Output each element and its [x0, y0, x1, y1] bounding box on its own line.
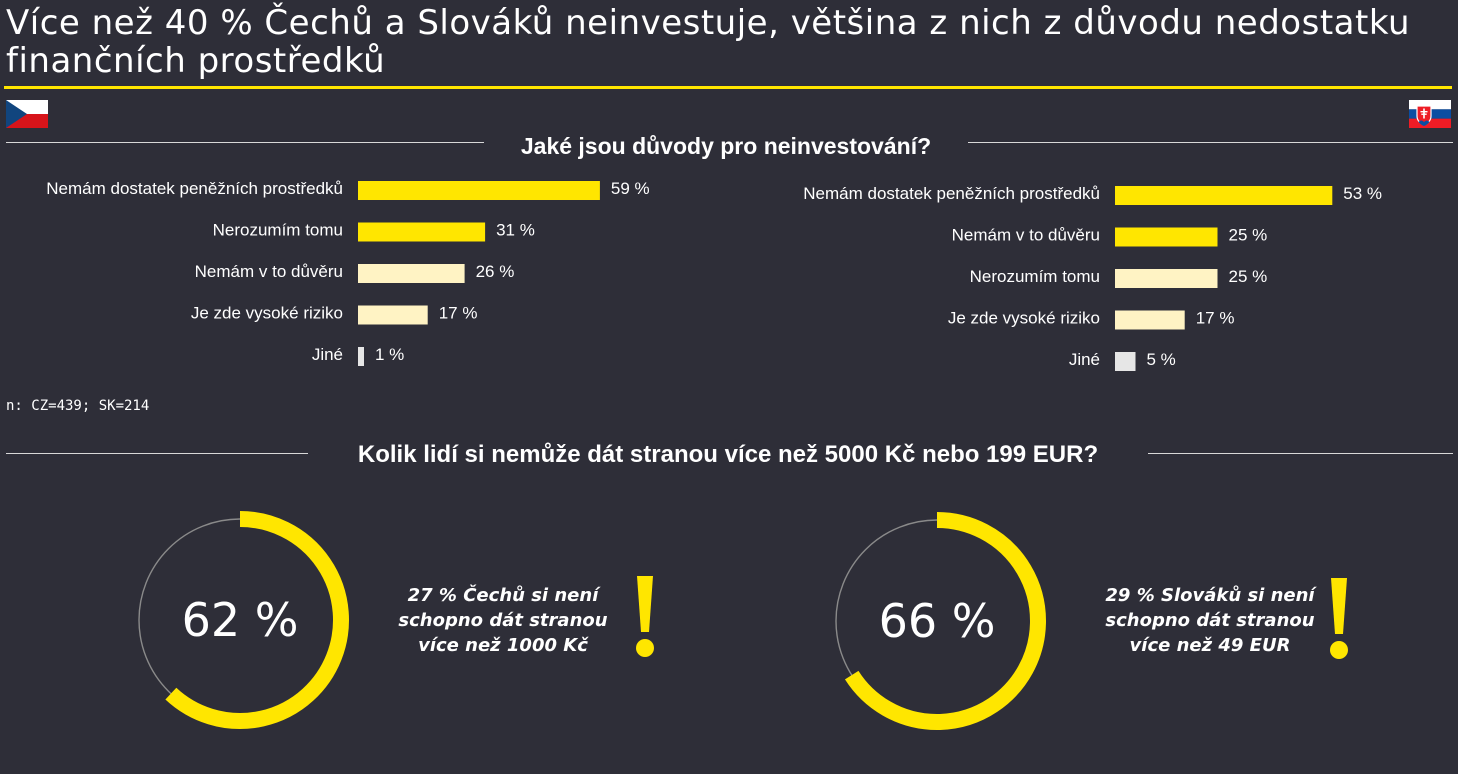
section1-rule-right [965, 142, 1453, 143]
title-underline [4, 86, 1452, 89]
bar-label: Nerozumím tomu [213, 221, 343, 240]
bar-label: Jiné [1069, 350, 1100, 369]
section2-rule-left [6, 453, 311, 454]
bar-label: Je zde vysoké riziko [948, 309, 1100, 328]
bar-value-label: 25 % [1229, 267, 1268, 286]
section1-rule-left [6, 142, 486, 143]
cz-donut-chart: 62 % [138, 511, 349, 729]
bar-label: Nemám dostatek peněžních prostředků [46, 179, 343, 198]
czech-flag-icon [6, 100, 48, 128]
bar [358, 264, 465, 283]
bar-label: Nemám v to důvěru [195, 262, 343, 281]
sample-size-note: n: CZ=439; SK=214 [6, 398, 150, 414]
bar [358, 305, 428, 325]
slovak-flag-icon [1409, 100, 1451, 128]
sk-exclamation-icon [1330, 578, 1348, 659]
section2-heading: Kolik lidí si nemůže dát stranou více ne… [308, 440, 1148, 470]
donut-value-label: 66 % [879, 594, 996, 648]
cz-note: 27 % Čechů si není schopno dát stranou v… [398, 585, 608, 656]
bar [1115, 310, 1185, 330]
bar-value-label: 17 % [1196, 309, 1235, 328]
page-title: Více než 40 % Čechů a Slováků neinvestuj… [6, 3, 1411, 81]
donut-arc [165, 511, 349, 729]
section1-heading: Jaké jsou důvody pro neinvestování? [484, 132, 968, 160]
bar [358, 347, 364, 366]
bar-value-label: 53 % [1343, 184, 1382, 203]
bar-label: Nemám dostatek peněžních prostředků [803, 184, 1100, 203]
bar [1115, 186, 1333, 205]
bar [1115, 269, 1218, 288]
bar-value-label: 5 % [1147, 350, 1176, 369]
bar-value-label: 31 % [496, 221, 535, 240]
bar-value-label: 25 % [1229, 226, 1268, 245]
bar-label: Nemám v to důvěru [952, 226, 1100, 245]
bar-label: Je zde vysoké riziko [191, 304, 343, 323]
sk-note: 29 % Slováků si není schopno dát stranou… [1105, 585, 1315, 656]
bar [1115, 352, 1136, 371]
bar-value-label: 17 % [439, 304, 478, 323]
bar-label: Nerozumím tomu [970, 267, 1100, 286]
sk-reasons-bar-chart: Nemám dostatek peněžních prostředků 53 % N… [803, 184, 1382, 371]
bar [358, 181, 600, 200]
bar-value-label: 59 % [611, 179, 650, 198]
bar [1115, 227, 1218, 247]
cz-exclamation-icon [636, 576, 654, 657]
bar-value-label: 26 % [476, 262, 515, 281]
donut-value-label: 62 % [182, 593, 299, 647]
bar [358, 222, 486, 242]
cz-reasons-bar-chart: Nemám dostatek peněžních prostředků 59 % N… [46, 179, 650, 366]
section2-rule-right [1145, 453, 1453, 454]
bar-label: Jiné [312, 345, 343, 364]
donut-arc [844, 512, 1046, 730]
bar-value-label: 1 % [375, 345, 404, 364]
sk-donut-chart: 66 % [835, 512, 1046, 730]
